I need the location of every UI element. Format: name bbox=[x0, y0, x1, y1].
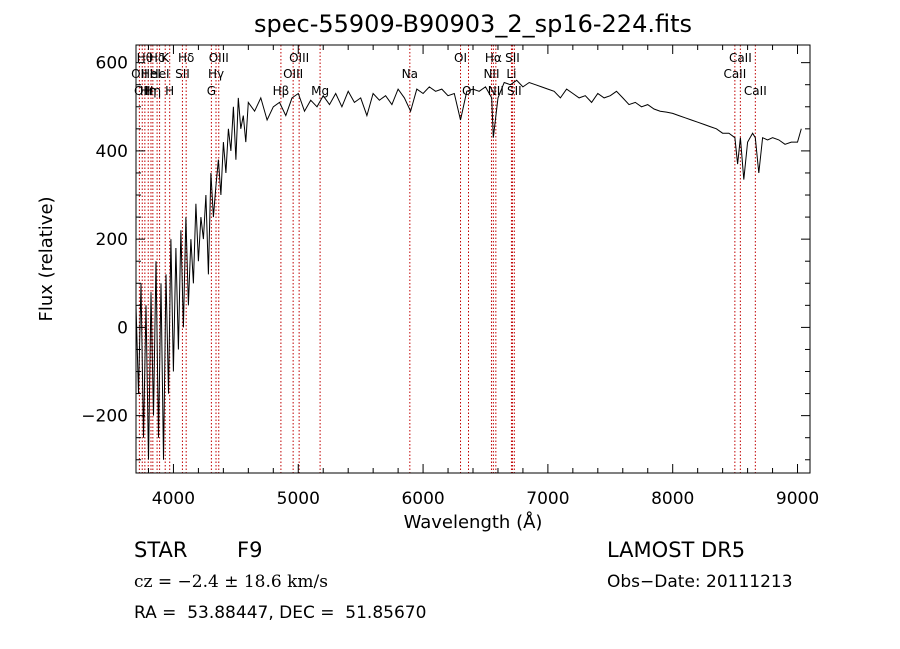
line-label: OIII bbox=[283, 67, 303, 81]
y-tick-label: 600 bbox=[96, 54, 128, 74]
line-label: G bbox=[207, 84, 216, 98]
line-label: SII bbox=[175, 67, 190, 81]
line-label: K bbox=[161, 51, 170, 65]
x-tick-label: 7000 bbox=[526, 489, 569, 509]
object-class: STAR bbox=[134, 538, 188, 562]
line-label: Hγ bbox=[208, 67, 224, 81]
survey-name: LAMOST DR5 bbox=[607, 538, 746, 562]
line-label: NII bbox=[483, 67, 499, 81]
line-label: HeI bbox=[141, 67, 161, 81]
line-label: Hη bbox=[140, 84, 157, 98]
x-tick-label: 6000 bbox=[401, 489, 444, 509]
line-label: Mg bbox=[311, 84, 329, 98]
y-axis-label: Flux (relative) bbox=[36, 196, 57, 321]
line-label: OIII bbox=[209, 51, 229, 65]
y-tick-label: 0 bbox=[117, 318, 128, 338]
line-label: HeI bbox=[150, 67, 170, 81]
line-label: CaII bbox=[723, 67, 746, 81]
spectrum-line bbox=[135, 79, 802, 460]
line-label: Hδ bbox=[178, 51, 194, 65]
y-tick-label: 200 bbox=[96, 230, 128, 250]
line-label: Hη bbox=[145, 84, 162, 98]
x-tick-label: 9000 bbox=[776, 489, 819, 509]
x-axis-label: Wavelength (Å) bbox=[404, 511, 543, 533]
object-subclass: F9 bbox=[237, 538, 263, 562]
spectral-line-labels: OIIOIIHθHηHeIHηHδHeIKHSIIHδGHγOIIIHβOIII… bbox=[131, 51, 767, 98]
line-label: Hβ bbox=[273, 84, 290, 98]
line-label: SII bbox=[505, 51, 520, 65]
x-axis: 4000 5000 6000 7000 8000 9000 bbox=[147, 45, 819, 509]
line-label: Hθ bbox=[137, 51, 153, 65]
line-label: CaII bbox=[729, 51, 752, 65]
line-label: Li bbox=[506, 67, 516, 81]
line-label: OII bbox=[134, 84, 151, 98]
spectral-line-markers bbox=[138, 45, 756, 473]
x-tick-label: 5000 bbox=[277, 489, 320, 509]
chart-title: spec-55909-B90903_2_sp16-224.fits bbox=[254, 10, 692, 38]
line-label: Hδ bbox=[149, 51, 165, 65]
redshift-text: cz = −2.4 ± 18.6 km/s bbox=[134, 572, 328, 592]
plot-frame bbox=[135, 44, 811, 474]
line-label: OIII bbox=[289, 51, 309, 65]
line-label: OI bbox=[462, 84, 475, 98]
line-label: OII bbox=[131, 67, 148, 81]
line-label: Na bbox=[402, 67, 418, 81]
y-tick-label: 400 bbox=[96, 142, 128, 162]
x-tick-label: 8000 bbox=[651, 489, 694, 509]
line-label: SII bbox=[507, 84, 522, 98]
line-label: CaII bbox=[744, 84, 767, 98]
x-tick-label: 4000 bbox=[152, 489, 195, 509]
y-axis: −200 0 200 400 600 bbox=[81, 54, 810, 461]
y-tick-label: −200 bbox=[81, 407, 128, 427]
line-label: OI bbox=[454, 51, 467, 65]
line-label: NII bbox=[488, 84, 504, 98]
line-label: Hα bbox=[485, 51, 502, 65]
coordinates: RA = 53.88447, DEC = 51.85670 bbox=[134, 603, 427, 623]
obs-date: Obs−Date: 20111213 bbox=[607, 572, 793, 592]
line-label: H bbox=[165, 84, 174, 98]
